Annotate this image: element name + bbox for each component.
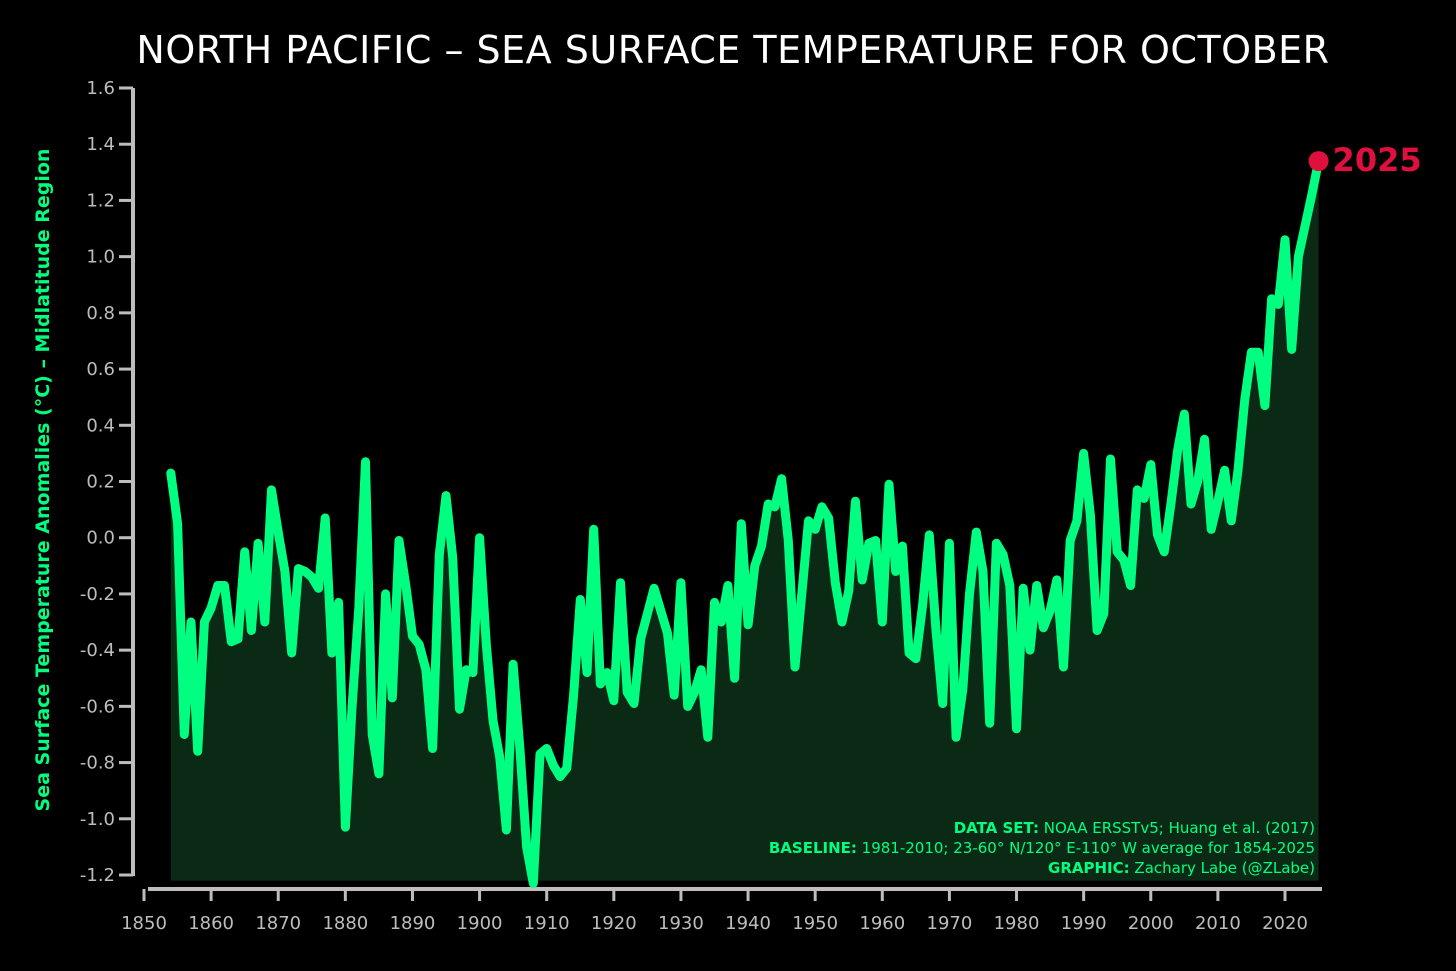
x-tick-label: 1940 <box>725 913 771 934</box>
x-tick-label: 1900 <box>457 913 503 934</box>
x-tick-label: 1930 <box>658 913 704 934</box>
y-tick-label: 1.2 <box>86 190 115 211</box>
axes-layer: -1.2 -1.0 -0.8 -0.6 -0.4 -0.2 0.0 0.2 0.4 0.6 0.8 1… <box>80 78 1322 934</box>
x-tick-label: 1920 <box>591 913 637 934</box>
y-tick-label: 0.6 <box>86 359 115 380</box>
x-tick-label: 1880 <box>322 913 368 934</box>
x-tick-label: 2010 <box>1195 913 1241 934</box>
y-tick-label: -1.2 <box>80 865 115 886</box>
x-tick-label: 1980 <box>994 913 1040 934</box>
credit-dataset: DATA SET: NOAA ERSSTv5; Huang et al. (20… <box>953 819 1315 837</box>
highlight-label: 2025 <box>1333 141 1422 179</box>
y-tick-label: 0.8 <box>86 303 115 324</box>
y-tick-label: -0.8 <box>80 753 115 774</box>
y-tick-label: 0.4 <box>86 415 115 436</box>
x-tick-label: 1870 <box>255 913 301 934</box>
credit-baseline: BASELINE: 1981-2010; 23-60° N/120° E-110… <box>768 839 1315 857</box>
anomaly-line <box>166 156 1324 888</box>
y-tick-label: 1.6 <box>86 78 115 99</box>
y-tick-label: 1.0 <box>86 247 115 268</box>
credit-graphic: GRAPHIC: Zachary Labe (@ZLabe) <box>1048 859 1315 877</box>
highlight-point <box>1308 151 1329 172</box>
y-tick-label: 0.0 <box>86 528 115 549</box>
x-tick-label: 1860 <box>188 913 234 934</box>
x-tick-label: 2020 <box>1262 913 1308 934</box>
x-tick-label: 2000 <box>1128 913 1174 934</box>
y-tick-label: 1.4 <box>86 134 115 155</box>
y-tick-label: -0.2 <box>80 584 115 605</box>
x-tick-label: 1970 <box>927 913 973 934</box>
chart-title: NORTH PACIFIC – SEA SURFACE TEMPERATURE … <box>136 28 1330 72</box>
y-tick-label: -0.4 <box>80 640 115 661</box>
x-tick-label: 1960 <box>859 913 905 934</box>
y-tick-label: -1.0 <box>80 809 115 830</box>
x-tick-label: 1990 <box>1061 913 1107 934</box>
x-tick-label: 1890 <box>390 913 436 934</box>
chart-credits: DATA SET: NOAA ERSSTv5; Huang et al. (20… <box>769 818 1315 878</box>
y-tick-label: 0.2 <box>86 472 115 493</box>
highlight-layer: 2025 <box>1308 141 1422 179</box>
anomaly-line-layer <box>166 156 1324 888</box>
x-tick-label: 1950 <box>792 913 838 934</box>
y-tick-label: -0.6 <box>80 696 115 717</box>
x-tick-label: 1850 <box>121 913 167 934</box>
x-tick-label: 1910 <box>524 913 570 934</box>
